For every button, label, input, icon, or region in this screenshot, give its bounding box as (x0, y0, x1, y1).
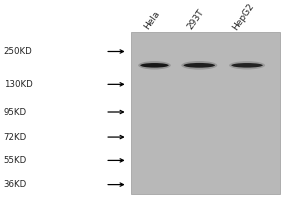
Ellipse shape (181, 61, 217, 70)
Text: 95KD: 95KD (4, 108, 27, 117)
Text: 130KD: 130KD (4, 80, 32, 89)
Ellipse shape (140, 63, 169, 68)
Text: Hela: Hela (142, 10, 162, 32)
Text: 293T: 293T (186, 8, 206, 32)
Ellipse shape (229, 61, 265, 69)
Ellipse shape (231, 63, 263, 68)
Ellipse shape (138, 61, 171, 69)
Text: 72KD: 72KD (4, 133, 27, 142)
Text: 55KD: 55KD (4, 156, 27, 165)
Ellipse shape (184, 63, 215, 68)
Bar (130, 32, 280, 194)
Text: 250KD: 250KD (4, 47, 32, 56)
Text: HepG2: HepG2 (231, 1, 256, 32)
Text: 36KD: 36KD (4, 180, 27, 189)
